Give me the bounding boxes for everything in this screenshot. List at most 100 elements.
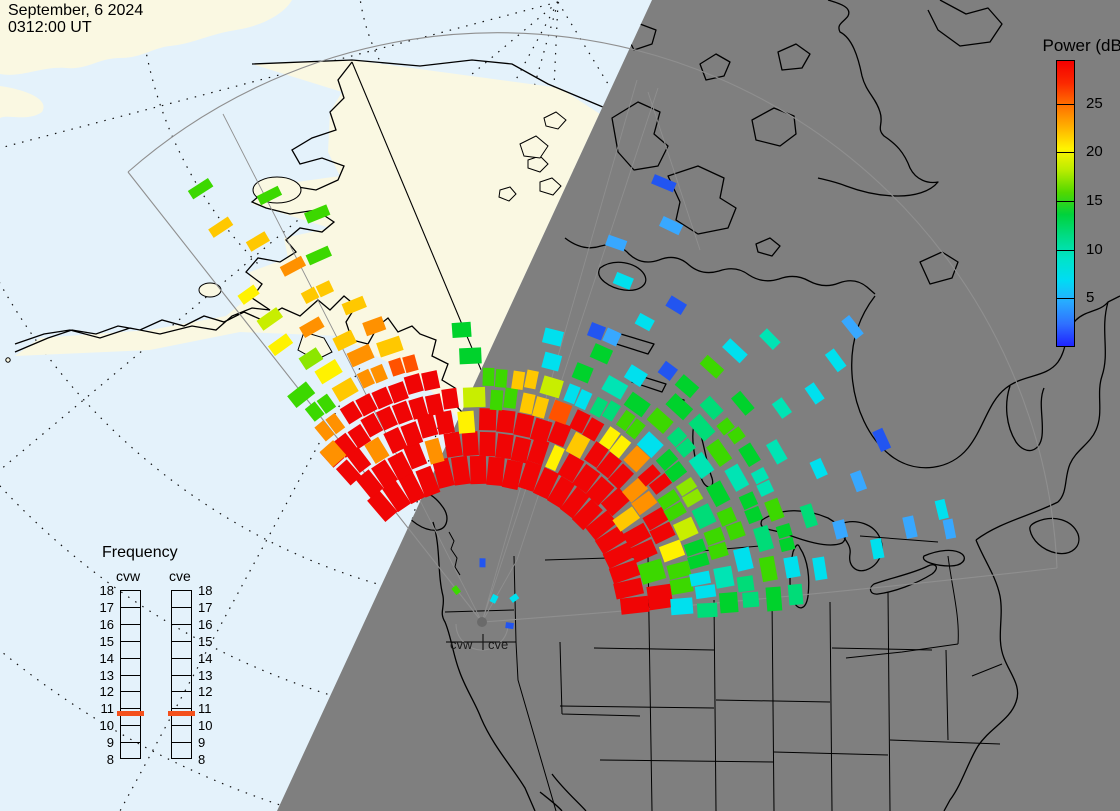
backscatter-cell — [545, 444, 565, 472]
backscatter-cell — [360, 412, 384, 438]
backscatter-cell — [511, 370, 526, 391]
backscatter-cell — [441, 387, 460, 410]
backscatter-cell — [435, 410, 455, 435]
backscatter-cell — [665, 295, 688, 316]
backscatter-cell — [408, 396, 429, 420]
backscatter-cell — [298, 347, 324, 371]
backscatter-cell — [565, 431, 591, 459]
frequency-scale-number: 15 — [99, 634, 114, 649]
frequency-scale-number: 14 — [99, 651, 114, 666]
frequency-cell-line — [172, 591, 191, 608]
frequency-scale-number: 18 — [198, 583, 213, 598]
backscatter-cell — [546, 476, 576, 509]
backscatter-cell — [571, 362, 594, 384]
backscatter-cell — [370, 363, 388, 384]
backscatter-cell — [509, 593, 520, 603]
backscatter-cell — [267, 333, 294, 357]
backscatter-cell — [716, 417, 735, 436]
backscatter-cell — [600, 487, 631, 517]
backscatter-cell — [725, 521, 746, 541]
backscatter-cell — [699, 354, 725, 379]
backscatter-cells — [187, 174, 957, 630]
backscatter-cell — [648, 472, 673, 495]
backscatter-cell — [486, 456, 505, 487]
backscatter-cell — [532, 467, 560, 500]
backscatter-cell — [367, 490, 398, 523]
backscatter-cell — [382, 480, 412, 513]
frequency-scale-number: 13 — [198, 668, 213, 683]
backscatter-cell — [612, 506, 641, 532]
backscatter-cell — [364, 436, 390, 465]
frequency-scale-number: 8 — [198, 752, 206, 767]
frequency-column-label-cvw: cvw — [116, 568, 141, 584]
frequency-scale-number: 13 — [99, 668, 114, 683]
backscatter-cell — [319, 440, 347, 468]
backscatter-cell — [832, 519, 849, 540]
aleutian-islet — [5, 357, 11, 363]
frequency-scale-cvw — [120, 590, 141, 759]
map-label-cvw: cvw — [450, 637, 473, 652]
backscatter-cell — [696, 602, 718, 618]
backscatter-cell — [482, 367, 495, 387]
backscatter-cell — [636, 431, 664, 459]
radar-fov-fan — [127, 32, 1058, 651]
frequency-cell-line — [121, 591, 140, 608]
frequency-cell-line — [172, 591, 191, 676]
backscatter-cell — [731, 390, 755, 416]
backscatter-cell — [495, 433, 514, 460]
backscatter-cell — [416, 413, 439, 439]
siberia-land — [0, 0, 292, 75]
colorbar-tick-label: 10 — [1086, 241, 1103, 258]
frequency-scale-number: 16 — [198, 617, 213, 632]
radar-site-dot — [477, 617, 487, 627]
backscatter-cell — [764, 497, 785, 522]
backscatter-cell — [314, 359, 343, 385]
backscatter-cell — [598, 426, 621, 450]
backscatter-cell — [479, 558, 486, 568]
backscatter-cell — [787, 583, 804, 606]
map-label-cve: cve — [488, 637, 508, 652]
backscatter-cell — [325, 412, 346, 435]
backscatter-cell — [489, 593, 499, 604]
backscatter-cell — [719, 591, 739, 614]
backscatter-cell — [245, 231, 270, 252]
backscatter-cell — [870, 538, 885, 560]
backscatter-cell — [559, 486, 590, 519]
backscatter-cell — [585, 510, 618, 541]
backscatter-cell — [656, 489, 681, 511]
backscatter-cell — [646, 583, 674, 611]
night-shade — [277, 0, 1120, 811]
backscatter-cell — [589, 396, 608, 418]
backscatter-cell — [655, 448, 679, 471]
backscatter-cell — [513, 412, 535, 438]
frequency-cell-line — [121, 591, 140, 659]
backscatter-cell — [756, 479, 775, 497]
backscatter-cell — [510, 436, 532, 464]
backscatter-cell — [387, 451, 414, 481]
backscatter-cell — [705, 480, 731, 508]
backscatter-cell — [256, 307, 284, 331]
frequency-scale-number: 11 — [100, 701, 115, 716]
backscatter-cell — [758, 555, 778, 583]
backscatter-cell — [666, 426, 688, 448]
backscatter-cell — [703, 526, 726, 546]
colorbar-tick-label: 5 — [1086, 289, 1095, 306]
frequency-cell-line — [121, 591, 140, 676]
frequency-cell-line — [121, 591, 140, 709]
backscatter-cell — [623, 364, 648, 388]
fov-divider — [222, 79, 701, 623]
backscatter-cell — [299, 316, 325, 338]
colorbar-tick-line — [1057, 104, 1074, 105]
backscatter-cell — [489, 389, 504, 411]
colorbar-tick-label: 20 — [1086, 143, 1103, 160]
frequency-scale-cve — [171, 590, 192, 759]
backscatter-cell — [783, 555, 801, 579]
backscatter-cell — [742, 591, 760, 608]
backscatter-cell — [736, 575, 755, 593]
frequency-cell-line — [172, 591, 191, 692]
backscatter-cell — [663, 501, 687, 522]
backscatter-cell — [557, 453, 585, 483]
backscatter-cell — [376, 335, 404, 358]
backscatter-cell — [362, 316, 387, 337]
backscatter-cell — [759, 328, 781, 350]
